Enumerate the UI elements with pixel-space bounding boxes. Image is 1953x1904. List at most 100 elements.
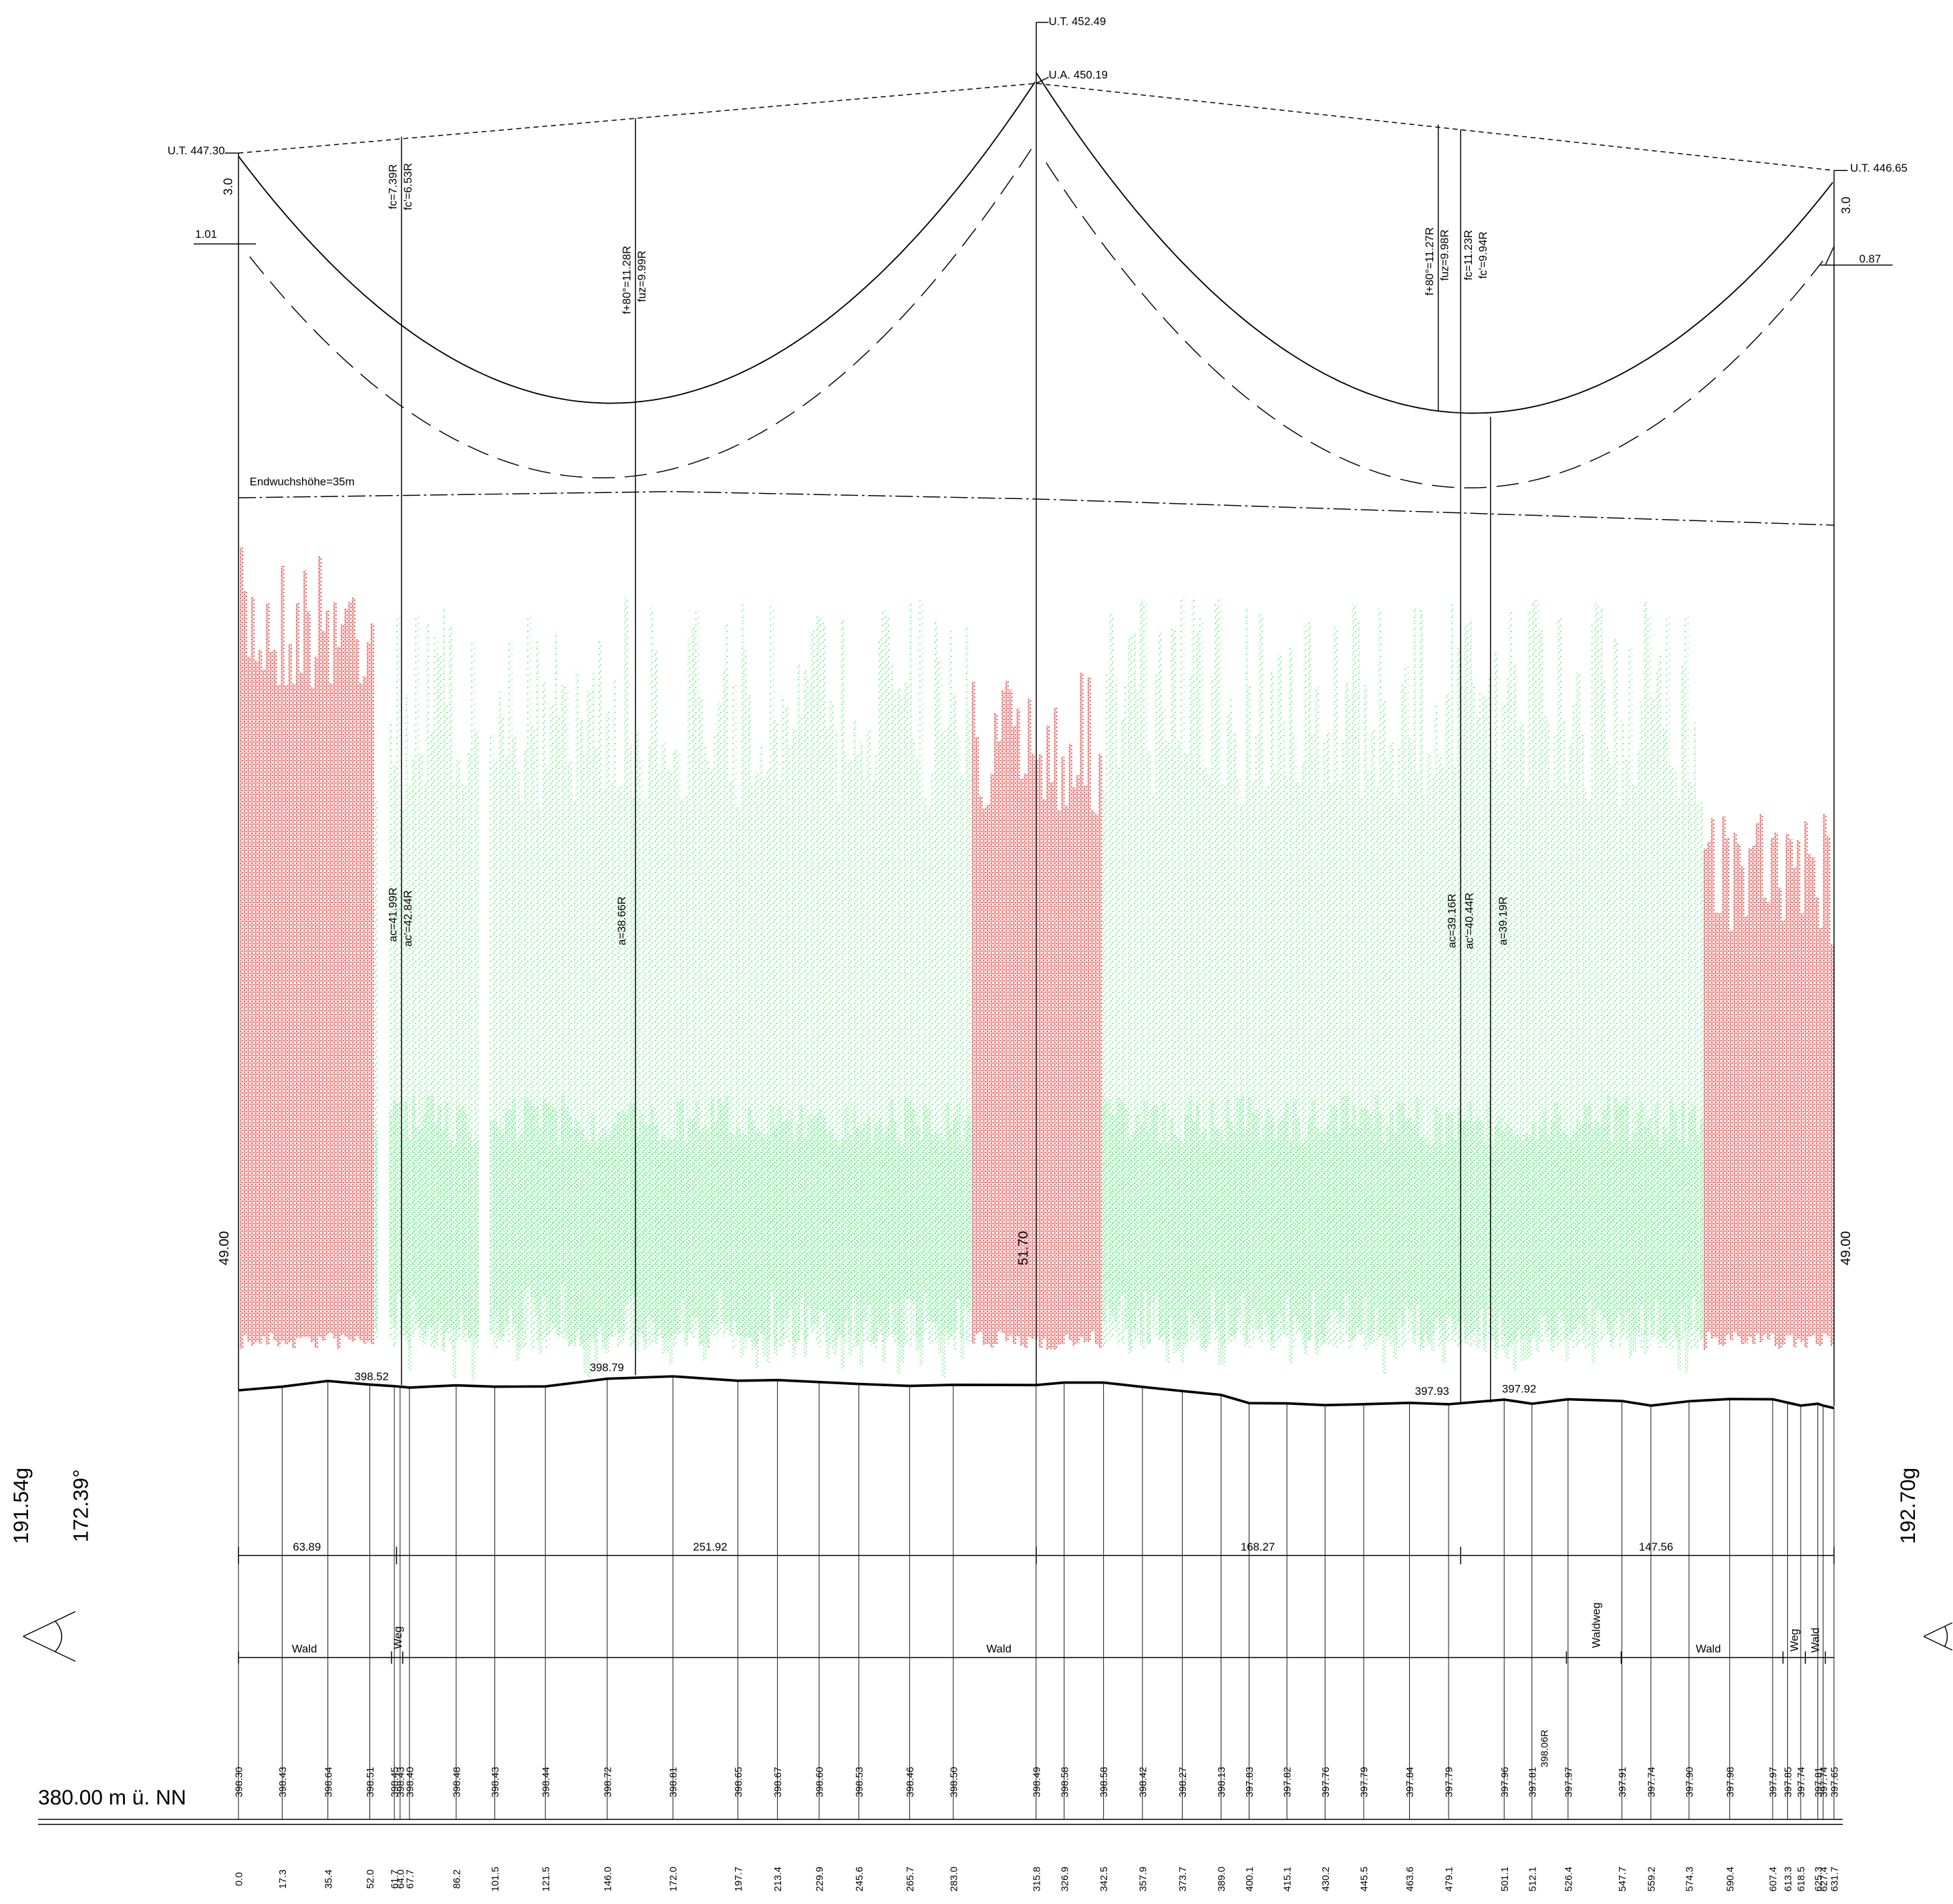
point-cloud-streak bbox=[1404, 664, 1408, 1341]
point-cloud-streak bbox=[852, 1110, 856, 1299]
point-cloud-streak bbox=[859, 1130, 863, 1366]
point-cloud-streak bbox=[949, 1130, 953, 1337]
point-cloud-streak bbox=[1662, 1126, 1666, 1344]
point-cloud-streak bbox=[908, 603, 912, 1347]
point-cloud-streak bbox=[408, 1139, 412, 1372]
point-cloud-streak bbox=[1102, 790, 1106, 1349]
point-cloud-streak bbox=[1535, 599, 1539, 1334]
point-cloud-streak bbox=[688, 1118, 692, 1333]
elevation-label: 397.98 bbox=[1725, 1767, 1736, 1798]
point-cloud-streak bbox=[1513, 1135, 1517, 1372]
point-cloud-streak bbox=[841, 619, 845, 1337]
point-cloud-streak bbox=[710, 767, 714, 1335]
point-cloud-streak bbox=[527, 1099, 531, 1287]
point-cloud-streak bbox=[1591, 624, 1596, 1338]
point-cloud-streak bbox=[1124, 683, 1129, 1333]
point-cloud-streak bbox=[1733, 832, 1737, 1332]
point-cloud-streak bbox=[878, 639, 882, 1336]
clearance-label: ac'=42.84R bbox=[402, 890, 414, 947]
point-cloud-streak bbox=[523, 1096, 528, 1291]
point-cloud-streak bbox=[1550, 1120, 1554, 1353]
point-cloud-streak bbox=[1360, 797, 1364, 1335]
point-cloud-streak bbox=[255, 660, 259, 1342]
point-cloud-streak bbox=[441, 608, 446, 1346]
point-cloud-streak bbox=[299, 672, 303, 1338]
elevation-label: 398.51 bbox=[365, 1767, 376, 1798]
point-cloud-streak bbox=[1352, 1105, 1356, 1340]
point-cloud-streak bbox=[1281, 1114, 1286, 1332]
station-label: 618.5 bbox=[1797, 1867, 1807, 1891]
point-cloud-streak bbox=[721, 1105, 726, 1324]
point-cloud-streak bbox=[897, 688, 901, 1343]
point-cloud-streak bbox=[923, 1104, 927, 1293]
station-label: 86.2 bbox=[452, 1869, 462, 1889]
tower-height: 51.70 bbox=[1016, 1231, 1031, 1265]
point-cloud-streak bbox=[762, 780, 766, 1335]
point-cloud-streak bbox=[1509, 1128, 1513, 1345]
point-cloud-streak bbox=[426, 622, 430, 1341]
point-cloud-streak bbox=[1416, 774, 1420, 1335]
point-cloud-streak bbox=[1367, 770, 1371, 1339]
point-cloud-streak bbox=[643, 799, 647, 1342]
station-label: 229.9 bbox=[815, 1867, 826, 1891]
point-cloud-streak bbox=[1789, 839, 1793, 1335]
point-cloud-streak bbox=[1378, 607, 1382, 1341]
point-cloud-streak bbox=[911, 738, 916, 1336]
elevation-label: 397.74 bbox=[1819, 1767, 1829, 1798]
point-cloud-streak bbox=[1647, 1118, 1652, 1320]
point-cloud-streak bbox=[706, 760, 710, 1350]
point-cloud-streak bbox=[1632, 784, 1636, 1332]
point-cloud-streak bbox=[1132, 631, 1136, 1339]
angle-symbol bbox=[1923, 1622, 1953, 1651]
point-cloud-streak bbox=[291, 683, 296, 1349]
point-cloud-streak bbox=[1744, 916, 1749, 1343]
point-cloud-streak bbox=[1191, 1119, 1196, 1326]
point-cloud-streak bbox=[1763, 897, 1767, 1335]
point-cloud-streak bbox=[624, 1114, 628, 1303]
elevation-label: 398.49 bbox=[1032, 1767, 1042, 1798]
point-cloud-streak bbox=[329, 683, 333, 1333]
point-cloud-streak bbox=[937, 1133, 942, 1354]
point-cloud-streak bbox=[885, 1126, 890, 1333]
point-cloud-streak bbox=[284, 685, 289, 1345]
point-cloud-streak bbox=[1120, 718, 1125, 1343]
point-cloud-streak bbox=[1464, 1120, 1469, 1344]
point-cloud-streak bbox=[1042, 799, 1046, 1339]
point-cloud-streak bbox=[934, 1132, 938, 1324]
point-cloud-streak bbox=[1546, 719, 1551, 1341]
point-cloud-streak bbox=[1221, 1142, 1226, 1366]
angle-symbol bbox=[23, 1611, 76, 1662]
point-cloud-streak bbox=[1703, 848, 1707, 1350]
point-cloud-streak bbox=[437, 653, 442, 1336]
point-cloud-streak bbox=[1386, 1124, 1390, 1338]
point-cloud-streak bbox=[587, 689, 591, 1341]
point-cloud-streak bbox=[1524, 786, 1528, 1336]
station-label: 373.7 bbox=[1178, 1867, 1189, 1891]
point-cloud-streak bbox=[1677, 797, 1681, 1347]
point-cloud-streak bbox=[460, 1106, 464, 1314]
point-cloud-streak bbox=[1397, 746, 1401, 1348]
station-label: 213.4 bbox=[773, 1867, 784, 1891]
point-cloud-streak bbox=[1292, 1098, 1297, 1316]
point-cloud-streak bbox=[837, 802, 841, 1337]
clearance-label: ac'=40.44R bbox=[1463, 893, 1476, 949]
point-cloud-streak bbox=[1139, 599, 1144, 1336]
station-label: 512.1 bbox=[1527, 1867, 1538, 1891]
span-label: 251.92 bbox=[693, 1541, 727, 1553]
point-cloud-streak bbox=[1236, 778, 1241, 1332]
point-cloud-streak bbox=[295, 603, 300, 1338]
elevation-label: 398.43 bbox=[278, 1767, 289, 1798]
point-cloud-streak bbox=[784, 707, 789, 1339]
angle-label: 192.70g bbox=[1896, 1468, 1920, 1544]
point-cloud-streak bbox=[598, 1134, 602, 1327]
point-cloud-streak bbox=[1370, 1128, 1375, 1332]
point-cloud-streak bbox=[1741, 866, 1745, 1345]
elevation-label: 397.81 bbox=[1813, 1767, 1824, 1798]
point-cloud-streak bbox=[609, 1129, 613, 1338]
land-use-label: Wald bbox=[986, 1643, 1012, 1655]
elevation-label: 398.60 bbox=[815, 1767, 826, 1798]
point-cloud-streak bbox=[680, 1098, 684, 1299]
point-cloud-streak bbox=[1408, 738, 1412, 1333]
point-cloud-streak bbox=[538, 1128, 543, 1354]
point-cloud-streak bbox=[926, 805, 931, 1341]
